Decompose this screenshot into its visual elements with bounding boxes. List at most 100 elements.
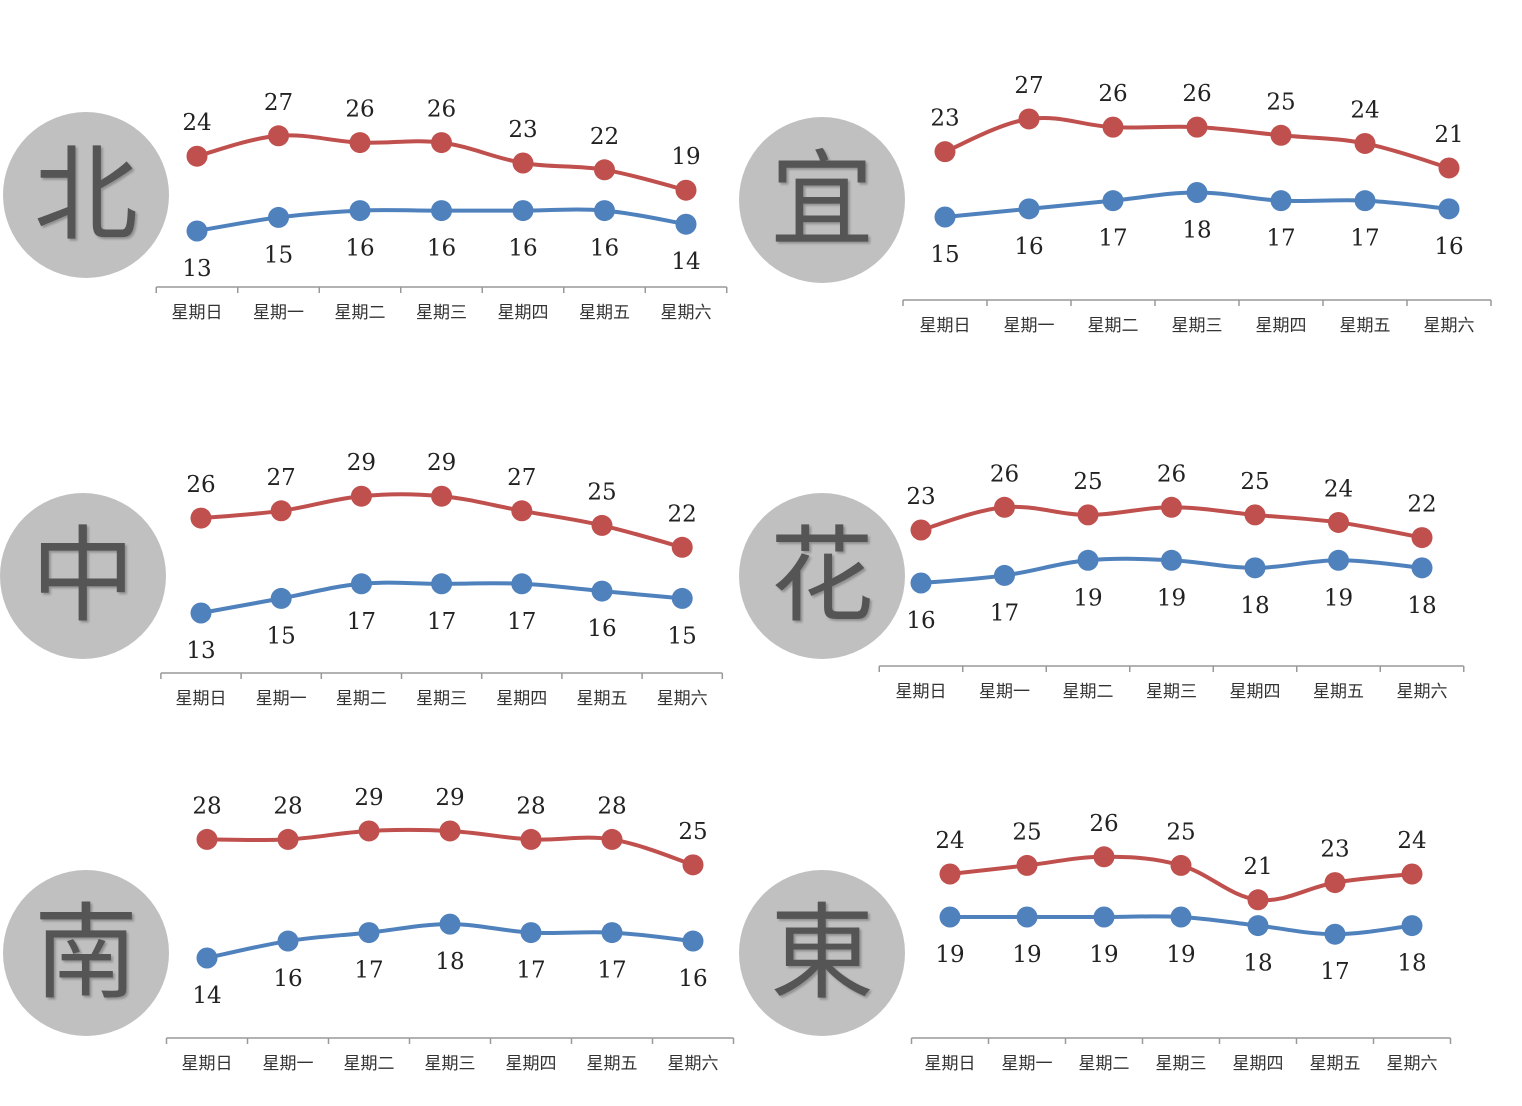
- x-tick-label: 星期五: [1340, 316, 1391, 336]
- low-temp-label: 19: [1324, 585, 1353, 611]
- high-temp-point: [431, 132, 452, 154]
- high-temp-point: [594, 159, 615, 181]
- low-temp-label: 17: [507, 609, 536, 635]
- low-temp-label: 17: [1098, 226, 1127, 252]
- low-temp-label: 17: [1350, 226, 1379, 252]
- x-tick-label: 星期日: [896, 682, 947, 702]
- low-temp-point: [910, 572, 932, 594]
- low-temp-label: 15: [264, 242, 293, 268]
- high-temp-label: 26: [1182, 81, 1211, 107]
- low-temp-label: 17: [990, 600, 1019, 626]
- high-temp-label: 27: [267, 465, 296, 491]
- low-temp-label: 17: [1320, 959, 1349, 985]
- low-temp-label: 16: [345, 236, 374, 262]
- region-label: 東: [769, 892, 874, 1014]
- low-temp-point: [939, 906, 961, 928]
- low-temp-point: [439, 913, 461, 935]
- high-temp-point: [1077, 504, 1099, 526]
- high-temp-point: [1270, 124, 1292, 146]
- x-tick-label: 星期日: [920, 316, 971, 336]
- low-temp-point: [431, 573, 453, 595]
- low-temp-point: [277, 930, 299, 952]
- high-temp-point: [277, 828, 299, 850]
- high-temp-label: 26: [427, 97, 456, 123]
- low-temp-point: [1161, 549, 1182, 571]
- high-temp-label: 28: [192, 793, 221, 819]
- high-temp-point: [1401, 863, 1423, 885]
- x-tick-label: 星期四: [498, 303, 549, 323]
- x-tick-label: 星期一: [256, 689, 307, 709]
- x-tick-label: 星期三: [416, 303, 467, 323]
- low-temp-label: 17: [1266, 226, 1295, 252]
- low-temp-label: 16: [587, 616, 616, 642]
- x-tick-label: 星期六: [668, 1054, 719, 1074]
- low-temp-label: 17: [597, 958, 626, 984]
- low-temp-label: 16: [906, 608, 935, 634]
- low-temp-point: [1093, 906, 1115, 928]
- high-temp-label: 21: [1243, 854, 1272, 880]
- x-tick-label: 星期四: [1233, 1054, 1284, 1074]
- low-temp-label: 17: [354, 958, 383, 984]
- high-temp-point: [910, 519, 932, 541]
- x-tick-label: 星期四: [1230, 682, 1281, 702]
- high-temp-point: [268, 125, 289, 147]
- low-temp-point: [196, 947, 218, 969]
- low-temp-label: 13: [186, 638, 215, 664]
- low-temp-point: [591, 580, 613, 602]
- x-tick-label: 星期六: [661, 303, 712, 323]
- region-label: 中: [30, 515, 135, 637]
- region-label: 北: [33, 134, 138, 256]
- low-temp-label: 17: [516, 958, 545, 984]
- low-temp-point: [349, 200, 371, 222]
- x-tick-label: 星期一: [1002, 1054, 1053, 1074]
- low-temp-point: [1016, 906, 1038, 928]
- high-temp-label: 24: [935, 828, 964, 854]
- high-temp-label: 25: [1073, 469, 1102, 495]
- low-temp-point: [186, 220, 208, 242]
- x-tick-label: 星期一: [979, 682, 1030, 702]
- high-temp-label: 22: [668, 501, 697, 527]
- x-tick-label: 星期二: [1079, 1054, 1130, 1074]
- high-temp-point: [511, 500, 533, 522]
- high-temp-point: [270, 500, 292, 522]
- low-temp-point: [1247, 915, 1269, 937]
- high-temp-point: [1438, 157, 1460, 179]
- high-temp-point: [1102, 116, 1124, 138]
- high-temp-label: 25: [1012, 819, 1041, 845]
- x-tick-label: 星期二: [336, 689, 387, 709]
- low-temp-label: 17: [427, 609, 456, 635]
- low-temp-label: 18: [1240, 593, 1269, 619]
- low-temp-label: 16: [678, 966, 707, 992]
- x-tick-label: 星期五: [1313, 682, 1364, 702]
- high-temp-label: 22: [1407, 492, 1436, 518]
- x-tick-label: 星期三: [425, 1054, 476, 1074]
- low-temp-point: [1270, 190, 1292, 212]
- high-temp-label: 23: [930, 106, 959, 132]
- low-temp-label: 19: [935, 942, 964, 968]
- x-tick-label: 星期三: [1172, 316, 1223, 336]
- low-temp-point: [270, 587, 292, 609]
- low-temp-point: [1328, 549, 1349, 571]
- low-temp-label: 19: [1073, 585, 1102, 611]
- high-temp-point: [1093, 846, 1115, 868]
- high-temp-label: 26: [1089, 811, 1118, 837]
- high-temp-label: 24: [1397, 828, 1426, 854]
- low-temp-label: 15: [267, 623, 296, 649]
- low-temp-point: [934, 206, 956, 228]
- high-temp-label: 25: [587, 479, 616, 505]
- low-temp-point: [520, 922, 542, 944]
- high-temp-label: 23: [1320, 837, 1349, 863]
- low-temp-point: [511, 573, 533, 595]
- low-temp-point: [358, 922, 380, 944]
- low-temp-label: 19: [1012, 942, 1041, 968]
- low-temp-label: 15: [668, 623, 697, 649]
- high-temp-label: 29: [427, 450, 456, 476]
- low-temp-point: [682, 930, 704, 952]
- region-label: 宜: [769, 139, 874, 261]
- x-tick-label: 星期二: [1088, 316, 1139, 336]
- high-temp-label: 26: [990, 461, 1019, 487]
- high-temp-label: 22: [590, 124, 619, 150]
- low-temp-point: [350, 573, 372, 595]
- high-temp-label: 21: [1434, 122, 1463, 148]
